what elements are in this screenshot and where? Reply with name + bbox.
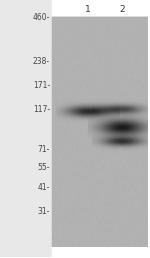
Text: 117-: 117-: [33, 106, 50, 115]
Text: 71-: 71-: [38, 146, 50, 155]
Text: 238-: 238-: [33, 58, 50, 67]
Text: 2: 2: [119, 5, 125, 14]
Text: 1: 1: [85, 5, 91, 14]
Text: 55-: 55-: [38, 164, 50, 173]
Text: 460-: 460-: [33, 13, 50, 22]
Text: 171-: 171-: [33, 80, 50, 90]
Text: 41-: 41-: [38, 183, 50, 192]
Text: 31-: 31-: [38, 207, 50, 216]
